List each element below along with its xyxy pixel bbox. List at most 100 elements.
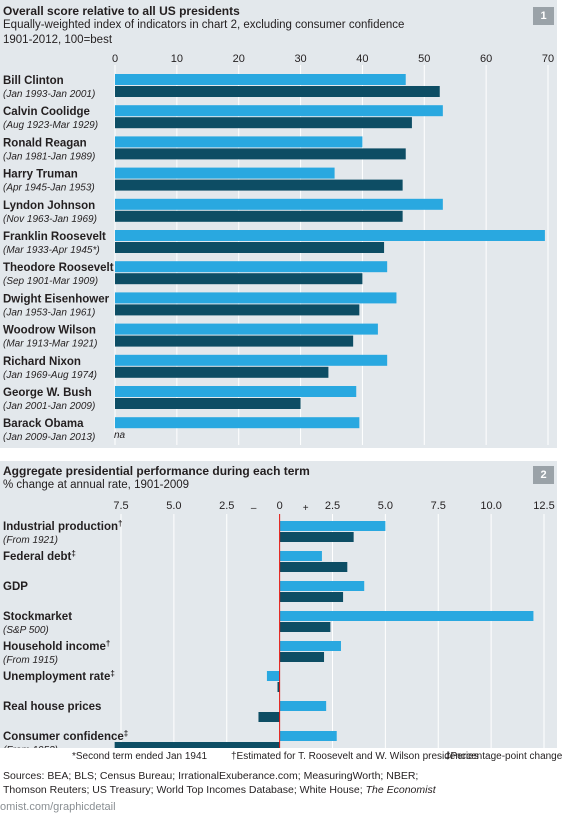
chart2-tick-label: 2.5 bbox=[219, 500, 234, 512]
chart1-category-name: George W. Bush bbox=[3, 387, 92, 399]
chart1-bar bbox=[115, 148, 406, 160]
chart2-bar bbox=[279, 641, 341, 651]
chart1-bar bbox=[115, 198, 443, 210]
chart2-tick-zero: 0 bbox=[277, 500, 283, 512]
chart2-category-label: Industrial production bbox=[3, 521, 118, 533]
chart2-panel: Aggregate presidential performance durin… bbox=[0, 461, 557, 748]
chart2-category-label: Stockmarket bbox=[3, 611, 72, 623]
chart2-bar bbox=[279, 701, 327, 711]
chart1-bar bbox=[115, 292, 397, 304]
chart1-bar bbox=[115, 167, 335, 179]
chart1-category-term: (Jan 1993-Jan 2001) bbox=[3, 89, 95, 100]
sources-line2: Thomson Reuters; US Treasury; World Top … bbox=[3, 783, 553, 797]
chart2-tick-label: 5.0 bbox=[166, 500, 181, 512]
chart1-na-label: na bbox=[114, 430, 126, 441]
chart2-bar bbox=[279, 652, 325, 662]
chart2-bar bbox=[279, 562, 348, 572]
chart2-category-name: Consumer confidence‡ bbox=[3, 729, 128, 743]
chart2-bar bbox=[266, 671, 280, 681]
chart1-number-badge: 1 bbox=[533, 7, 554, 25]
chart2-tick-label: 2.5 bbox=[325, 500, 340, 512]
chart2-title: Aggregate presidential performance durin… bbox=[3, 464, 310, 478]
chart1-category-name: Calvin Coolidge bbox=[3, 106, 90, 118]
chart1-category-name: Barack Obama bbox=[3, 418, 84, 430]
chart1-category-term: (Jan 1969-Aug 1974) bbox=[3, 370, 97, 381]
chart1-category-name: Harry Truman bbox=[3, 169, 78, 181]
sources-line2-text: Thomson Reuters; US Treasury; World Top … bbox=[3, 784, 363, 796]
sources-line1: Sources: BEA; BLS; Census Bureau; Irrati… bbox=[3, 770, 419, 782]
chart1-category-name: Ronald Reagan bbox=[3, 137, 87, 149]
chart1-bar bbox=[115, 179, 403, 191]
chart1-category-term: (Nov 1963-Jan 1969) bbox=[3, 214, 97, 225]
chart1-category-term: (Apr 1945-Jan 1953) bbox=[3, 183, 95, 194]
chart2-tick-label: 7.5 bbox=[431, 500, 446, 512]
chart2-category-name: GDP bbox=[3, 581, 28, 593]
chart1-category-name: Woodrow Wilson bbox=[3, 325, 96, 337]
chart2-tick-label: 5.0 bbox=[378, 500, 393, 512]
chart2-category-name: Household income† bbox=[3, 639, 110, 653]
chart2-category-label: Household income bbox=[3, 641, 106, 653]
chart2-bar bbox=[279, 551, 322, 561]
chart1-bar bbox=[115, 136, 363, 148]
chart1-bar bbox=[115, 105, 443, 117]
footnote-estimated: †Estimated for T. Roosevelt and W. Wilso… bbox=[231, 751, 479, 762]
chart1-bar bbox=[115, 386, 357, 397]
chart2-tick-label: 10.0 bbox=[480, 500, 501, 512]
chart1-subtitle-line1: Equally-weighted index of indicators in … bbox=[3, 19, 405, 31]
chart2-category-note: (S&P 500) bbox=[3, 625, 49, 636]
chart1-bar bbox=[115, 417, 360, 429]
chart1-tick-label: 30 bbox=[294, 53, 306, 65]
chart1-category-term: (Jan 1953-Jan 1961) bbox=[3, 307, 95, 318]
chart1-panel: Overall score relative to all US preside… bbox=[0, 0, 557, 448]
graphic-detail-link[interactable]: omist.com/graphicdetail bbox=[0, 801, 116, 813]
chart1-tick-label: 10 bbox=[171, 53, 183, 65]
chart1-bar bbox=[115, 304, 360, 316]
chart2-category-label: GDP bbox=[3, 581, 28, 593]
chart1-bar bbox=[115, 74, 406, 85]
chart1-bar bbox=[115, 398, 301, 409]
chart1-tick-label: 40 bbox=[356, 53, 368, 65]
chart2-category-label: Federal debt bbox=[3, 551, 72, 563]
chart1-bar bbox=[115, 86, 440, 97]
chart2-bar bbox=[279, 731, 337, 741]
chart2-bar bbox=[279, 592, 344, 602]
chart2-category-label: Consumer confidence bbox=[3, 731, 124, 743]
chart2-category-name: Stockmarket bbox=[3, 611, 72, 623]
chart1-bar bbox=[115, 242, 385, 253]
sources: Sources: BEA; BLS; Census Bureau; Irrati… bbox=[3, 769, 553, 797]
chart1-bar bbox=[115, 210, 403, 222]
chart1-category-term: (Mar 1913-Mar 1921) bbox=[3, 339, 97, 350]
chart2-category-label: Real house prices bbox=[3, 701, 101, 713]
chart2-category-name: Industrial production† bbox=[3, 519, 122, 533]
chart1-category-term: (Jan 1981-Jan 1989) bbox=[3, 151, 95, 162]
chart1-category-term: (Mar 1933-Apr 1945*) bbox=[3, 245, 100, 256]
chart2-category-note: (From 1915) bbox=[3, 655, 58, 666]
chart1-category-term: (Sep 1901-Mar 1909) bbox=[3, 276, 98, 287]
chart2-plot: 7.5 5.0 2.5 2.5 5.0 7.5 10.0 12.5 0 – + Industrial … bbox=[3, 500, 555, 748]
chart2-bar bbox=[114, 742, 280, 748]
chart1-category-name: Lyndon Johnson bbox=[3, 200, 95, 212]
chart2-tick-label: 12.5 bbox=[533, 500, 554, 512]
chart1-category-term: (Jan 2009-Jan 2013) bbox=[3, 432, 95, 443]
chart1-category-name: Theodore Roosevelt bbox=[3, 262, 114, 274]
chart1-tick-label: 20 bbox=[233, 53, 245, 65]
chart2-category-footnote-mark: † bbox=[118, 519, 122, 528]
chart2-subtitle: % change at annual rate, 1901-2009 bbox=[3, 479, 190, 491]
chart1-tick-label: 70 bbox=[542, 53, 554, 65]
chart1-bar bbox=[115, 366, 329, 378]
chart1-bar bbox=[115, 323, 378, 335]
chart2-bar bbox=[277, 682, 280, 692]
chart1-bar bbox=[115, 230, 545, 241]
chart2-minus-sign: – bbox=[251, 503, 257, 514]
chart1-category-term: (Aug 1923-Mar 1929) bbox=[3, 120, 98, 131]
chart1-category-name: Dwight Eisenhower bbox=[3, 293, 110, 305]
chart2-category-name: Real house prices bbox=[3, 701, 101, 713]
chart2-category-name: Federal debt‡ bbox=[3, 549, 76, 563]
footnote-first-term: *Second term ended Jan 1941 bbox=[72, 751, 208, 762]
chart2-category-note: (From 1953) bbox=[3, 745, 58, 748]
chart1-category-name: Franklin Roosevelt bbox=[3, 231, 106, 243]
chart1-category-term: (Jan 2001-Jan 2009) bbox=[3, 401, 95, 412]
chart2-category-footnote-mark: ‡ bbox=[110, 669, 114, 678]
chart1-bar bbox=[115, 117, 412, 129]
chart2-bar bbox=[279, 581, 365, 591]
